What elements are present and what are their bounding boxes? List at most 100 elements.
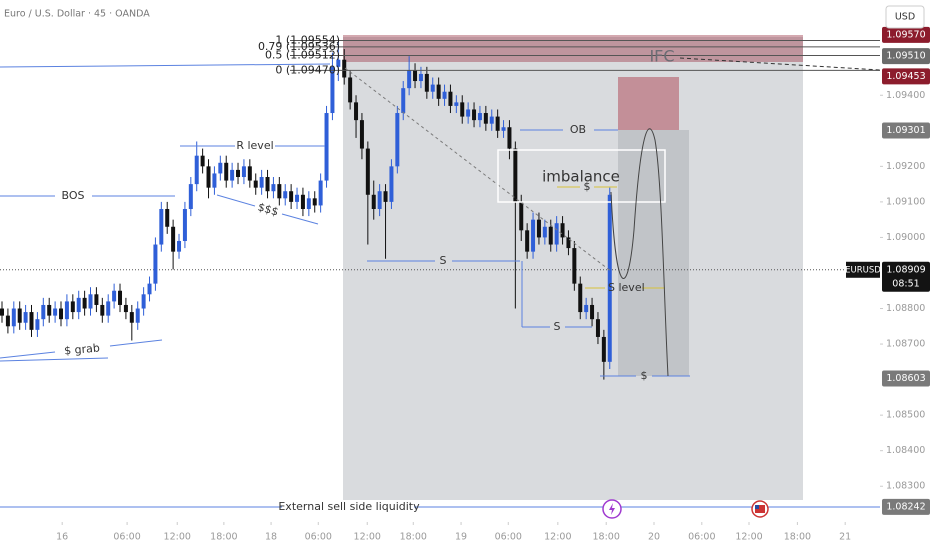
candle-body bbox=[112, 290, 117, 302]
candles bbox=[0, 41, 612, 380]
s-level-label: S level bbox=[608, 281, 645, 294]
candle-body bbox=[413, 70, 418, 82]
x-tick-label: 18 bbox=[265, 532, 277, 543]
candle-body bbox=[147, 283, 152, 295]
price-tag bbox=[882, 48, 930, 65]
candle-body bbox=[177, 240, 182, 252]
event-icon bbox=[609, 503, 615, 515]
price-tag bbox=[882, 122, 930, 139]
y-tick-label: 1.08800 bbox=[886, 303, 925, 314]
candle-body bbox=[466, 109, 471, 117]
candle-body bbox=[330, 66, 335, 114]
price-tag bbox=[882, 498, 930, 515]
candle-body bbox=[29, 312, 34, 330]
candle-body bbox=[53, 308, 58, 316]
candle-body bbox=[11, 308, 16, 327]
ob-label: OB bbox=[570, 123, 586, 136]
candle-body bbox=[513, 148, 518, 202]
candle-body bbox=[436, 84, 441, 99]
fib-label: 0.79 (1.09536) bbox=[258, 40, 340, 53]
y-tick-label: 1.09400 bbox=[886, 90, 925, 101]
candle-body bbox=[560, 223, 565, 238]
candle-body bbox=[241, 166, 246, 178]
x-tick-label: 12:00 bbox=[735, 532, 762, 543]
candle-body bbox=[430, 84, 435, 92]
candle-body bbox=[0, 308, 5, 316]
candle-body bbox=[206, 166, 211, 188]
x-tick-label: 06:00 bbox=[113, 532, 140, 543]
annotations: BOS R level $$$ $ grab S S OB imbalance … bbox=[0, 47, 881, 519]
target-zone bbox=[618, 77, 679, 130]
x-tick-label: 12:00 bbox=[354, 532, 381, 543]
s-label: $ bbox=[584, 180, 591, 193]
s-label: S bbox=[554, 320, 561, 333]
candle-body bbox=[188, 184, 193, 209]
x-tick-label: 21 bbox=[839, 532, 851, 543]
imbalance-box bbox=[497, 149, 666, 203]
candle-body bbox=[171, 226, 176, 252]
candle-body bbox=[47, 304, 52, 316]
candle-body bbox=[495, 116, 500, 131]
candle-body bbox=[477, 113, 482, 121]
symbol-label: EURUSD bbox=[845, 265, 881, 275]
candle-body bbox=[230, 169, 235, 181]
s-label: S bbox=[440, 254, 447, 267]
candle-body bbox=[159, 208, 164, 245]
candle-body bbox=[554, 223, 559, 245]
candle-body bbox=[418, 73, 423, 82]
grab-label: $ grab bbox=[64, 341, 101, 357]
candle-body bbox=[76, 297, 81, 313]
currency-button[interactable] bbox=[885, 5, 925, 29]
chart-title: Euro / U.S. Dollar · 45 · OANDA bbox=[4, 9, 150, 20]
candle-body bbox=[165, 208, 170, 227]
x-tick-label: 12:00 bbox=[544, 532, 571, 543]
candle-body bbox=[383, 191, 388, 202]
candle-body bbox=[289, 191, 294, 202]
x-tick-label: 12:00 bbox=[164, 532, 191, 543]
candle-body bbox=[236, 169, 241, 178]
candle-body bbox=[407, 70, 412, 89]
candle-body bbox=[212, 173, 217, 188]
projection-path bbox=[610, 128, 669, 377]
price-tag bbox=[882, 26, 930, 43]
candle-body bbox=[389, 166, 394, 202]
candle-body bbox=[590, 304, 595, 320]
axes: 1.09400 1.09200 1.09100 1.09000 1.08800 1.087… bbox=[56, 26, 930, 543]
candle-body bbox=[82, 297, 87, 309]
price-tag-label: 1.08603 bbox=[886, 373, 925, 384]
y-tick-label: 1.09200 bbox=[886, 161, 925, 172]
candle-body bbox=[354, 102, 359, 121]
candle-body bbox=[501, 127, 506, 131]
x-tick-label: 19 bbox=[455, 532, 467, 543]
r-level-label: R level bbox=[236, 139, 273, 152]
candle-body bbox=[359, 120, 364, 149]
y-tick-label: 1.08300 bbox=[886, 481, 925, 492]
candle-body bbox=[5, 315, 10, 327]
price-tag-label: 1.08242 bbox=[886, 501, 925, 512]
candle-body bbox=[70, 301, 75, 313]
candle-body bbox=[41, 304, 46, 320]
candle-body bbox=[259, 177, 264, 188]
grab-line bbox=[0, 351, 56, 359]
flag-icon bbox=[755, 505, 765, 513]
grab-line bbox=[109, 339, 163, 347]
candle-body bbox=[519, 201, 524, 231]
candle-body bbox=[572, 248, 577, 284]
grab-line bbox=[0, 357, 109, 362]
price-tag-label: 1.09570 bbox=[886, 29, 925, 40]
candle-body bbox=[218, 162, 223, 174]
candle-body bbox=[566, 237, 571, 249]
candle-body bbox=[578, 283, 583, 313]
price-tag bbox=[882, 261, 930, 292]
candle-body bbox=[324, 113, 329, 181]
candle-body bbox=[548, 226, 553, 245]
y-tick-label: 1.08400 bbox=[886, 445, 925, 456]
y-tick-label: 1.09000 bbox=[886, 232, 925, 243]
dashed-line bbox=[679, 57, 881, 71]
fib-label: 0.5 (1.09512) bbox=[265, 48, 340, 61]
x-tick-label: 06:00 bbox=[305, 532, 332, 543]
candle-body bbox=[584, 304, 589, 313]
candle-body bbox=[460, 102, 465, 117]
